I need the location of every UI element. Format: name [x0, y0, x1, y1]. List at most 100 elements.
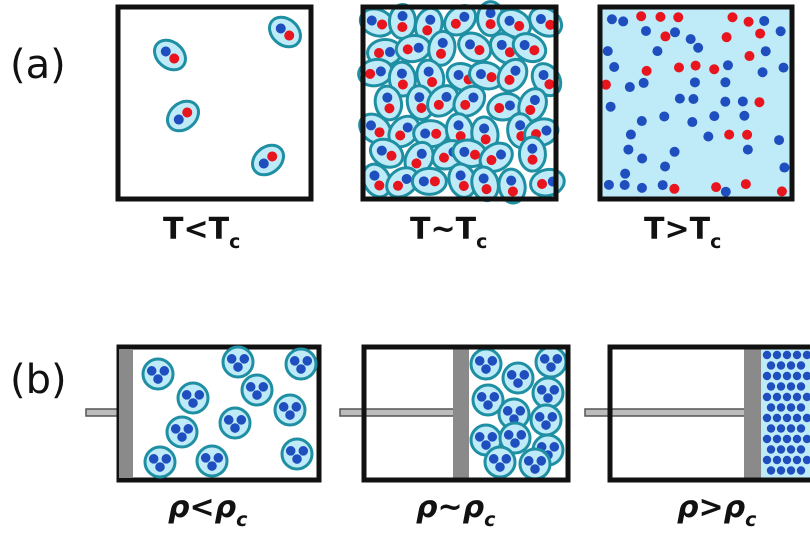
- dense-particle: [772, 392, 782, 402]
- free-particle: [775, 26, 786, 37]
- blue-particle: [530, 464, 540, 474]
- cluster: [165, 415, 199, 449]
- cluster: [529, 403, 563, 437]
- free-particle: [687, 117, 698, 128]
- panel-label-a: (a): [10, 42, 66, 88]
- dense-particle: [772, 434, 782, 444]
- free-particle: [660, 161, 671, 172]
- blue-particle: [535, 13, 546, 24]
- blue-particle: [420, 128, 431, 139]
- blue-particle: [543, 393, 553, 403]
- free-particle: [603, 179, 614, 190]
- blue-particle: [453, 120, 464, 131]
- free-particle: [669, 183, 680, 194]
- blue-particle: [489, 392, 500, 402]
- blue-particle: [376, 145, 387, 156]
- blue-particle: [453, 69, 464, 80]
- dense-particle: [782, 350, 792, 360]
- red-particle: [384, 103, 395, 114]
- red-particle: [422, 25, 433, 36]
- dense-particle: [772, 455, 782, 465]
- free-particle: [605, 101, 616, 112]
- free-particle: [720, 186, 731, 197]
- pair-ring: [497, 167, 527, 205]
- free-particle: [600, 79, 611, 90]
- free-particle: [657, 180, 668, 191]
- red-particle: [438, 152, 449, 163]
- dense-particle: [796, 445, 806, 454]
- red-particle: [460, 99, 471, 110]
- blue-particle: [177, 432, 187, 442]
- blue-particle: [161, 454, 172, 464]
- blue-particle: [384, 47, 395, 58]
- dense-particle: [766, 424, 776, 433]
- piston-head: [744, 349, 761, 478]
- cylinder-low-density: [85, 344, 322, 483]
- free-particle: [659, 111, 670, 122]
- blue-particle: [173, 114, 184, 125]
- blue-particle: [481, 440, 491, 450]
- red-particle: [474, 45, 485, 56]
- dense-particle: [796, 424, 806, 433]
- red-particle: [545, 19, 556, 30]
- red-particle: [267, 151, 278, 162]
- blue-particle: [239, 354, 250, 364]
- free-particle: [690, 60, 701, 71]
- piston-head: [453, 349, 469, 478]
- dense-particle: [802, 455, 810, 465]
- dense-particle: [802, 392, 810, 402]
- free-particle: [625, 129, 636, 140]
- dense-particle: [766, 445, 776, 454]
- free-particle: [709, 64, 720, 75]
- dense-particle: [776, 424, 786, 433]
- blue-particle: [396, 68, 407, 79]
- blue-particle: [170, 424, 181, 434]
- dense-particle: [786, 403, 796, 412]
- blue-particle: [515, 406, 526, 416]
- blue-particle: [503, 430, 514, 440]
- caption-low-temperature: T<Tc: [163, 212, 241, 253]
- dense-particle: [782, 413, 792, 423]
- blue-particle: [183, 424, 194, 434]
- red-particle: [504, 47, 515, 58]
- red-particle: [431, 128, 442, 139]
- dense-particle: [796, 403, 806, 412]
- blue-particle: [501, 454, 512, 464]
- dense-particle: [782, 434, 792, 444]
- blue-particle: [258, 382, 269, 392]
- blue-particle: [397, 11, 408, 22]
- blue-particle: [502, 406, 513, 416]
- bound-pair: [251, 143, 285, 177]
- free-particle: [693, 42, 704, 53]
- caption-high-temperature: T>Tc: [644, 212, 722, 253]
- red-particle: [427, 77, 438, 88]
- dense-particle: [786, 361, 796, 370]
- pair-ring: [426, 84, 460, 118]
- blue-particle: [418, 176, 429, 187]
- red-particle: [486, 155, 497, 166]
- cluster-ring: [273, 393, 307, 427]
- caption-low-density: ρ<ρc: [168, 490, 248, 531]
- free-particle: [602, 46, 613, 57]
- blue-particle: [523, 456, 534, 466]
- blue-particle: [437, 37, 448, 48]
- bound-pairs-critical-temperature: [357, 0, 566, 205]
- bound-pair: [497, 167, 527, 205]
- cluster-ring: [165, 415, 199, 449]
- red-particle: [433, 99, 444, 110]
- blue-particle: [258, 158, 269, 169]
- pair-ring: [457, 31, 493, 63]
- blue-particle: [538, 69, 549, 80]
- blue-particle: [519, 40, 530, 51]
- blue-particle: [478, 173, 489, 184]
- blue-particle: [539, 354, 550, 364]
- blue-particle: [382, 92, 393, 103]
- blue-particle: [181, 390, 192, 400]
- dense-particle: [772, 350, 782, 360]
- dense-particle: [786, 445, 796, 454]
- red-particle: [455, 131, 466, 142]
- blue-particle: [441, 91, 452, 102]
- blue-particle: [416, 148, 427, 159]
- dense-particle: [782, 392, 792, 402]
- bound-pair: [517, 135, 547, 173]
